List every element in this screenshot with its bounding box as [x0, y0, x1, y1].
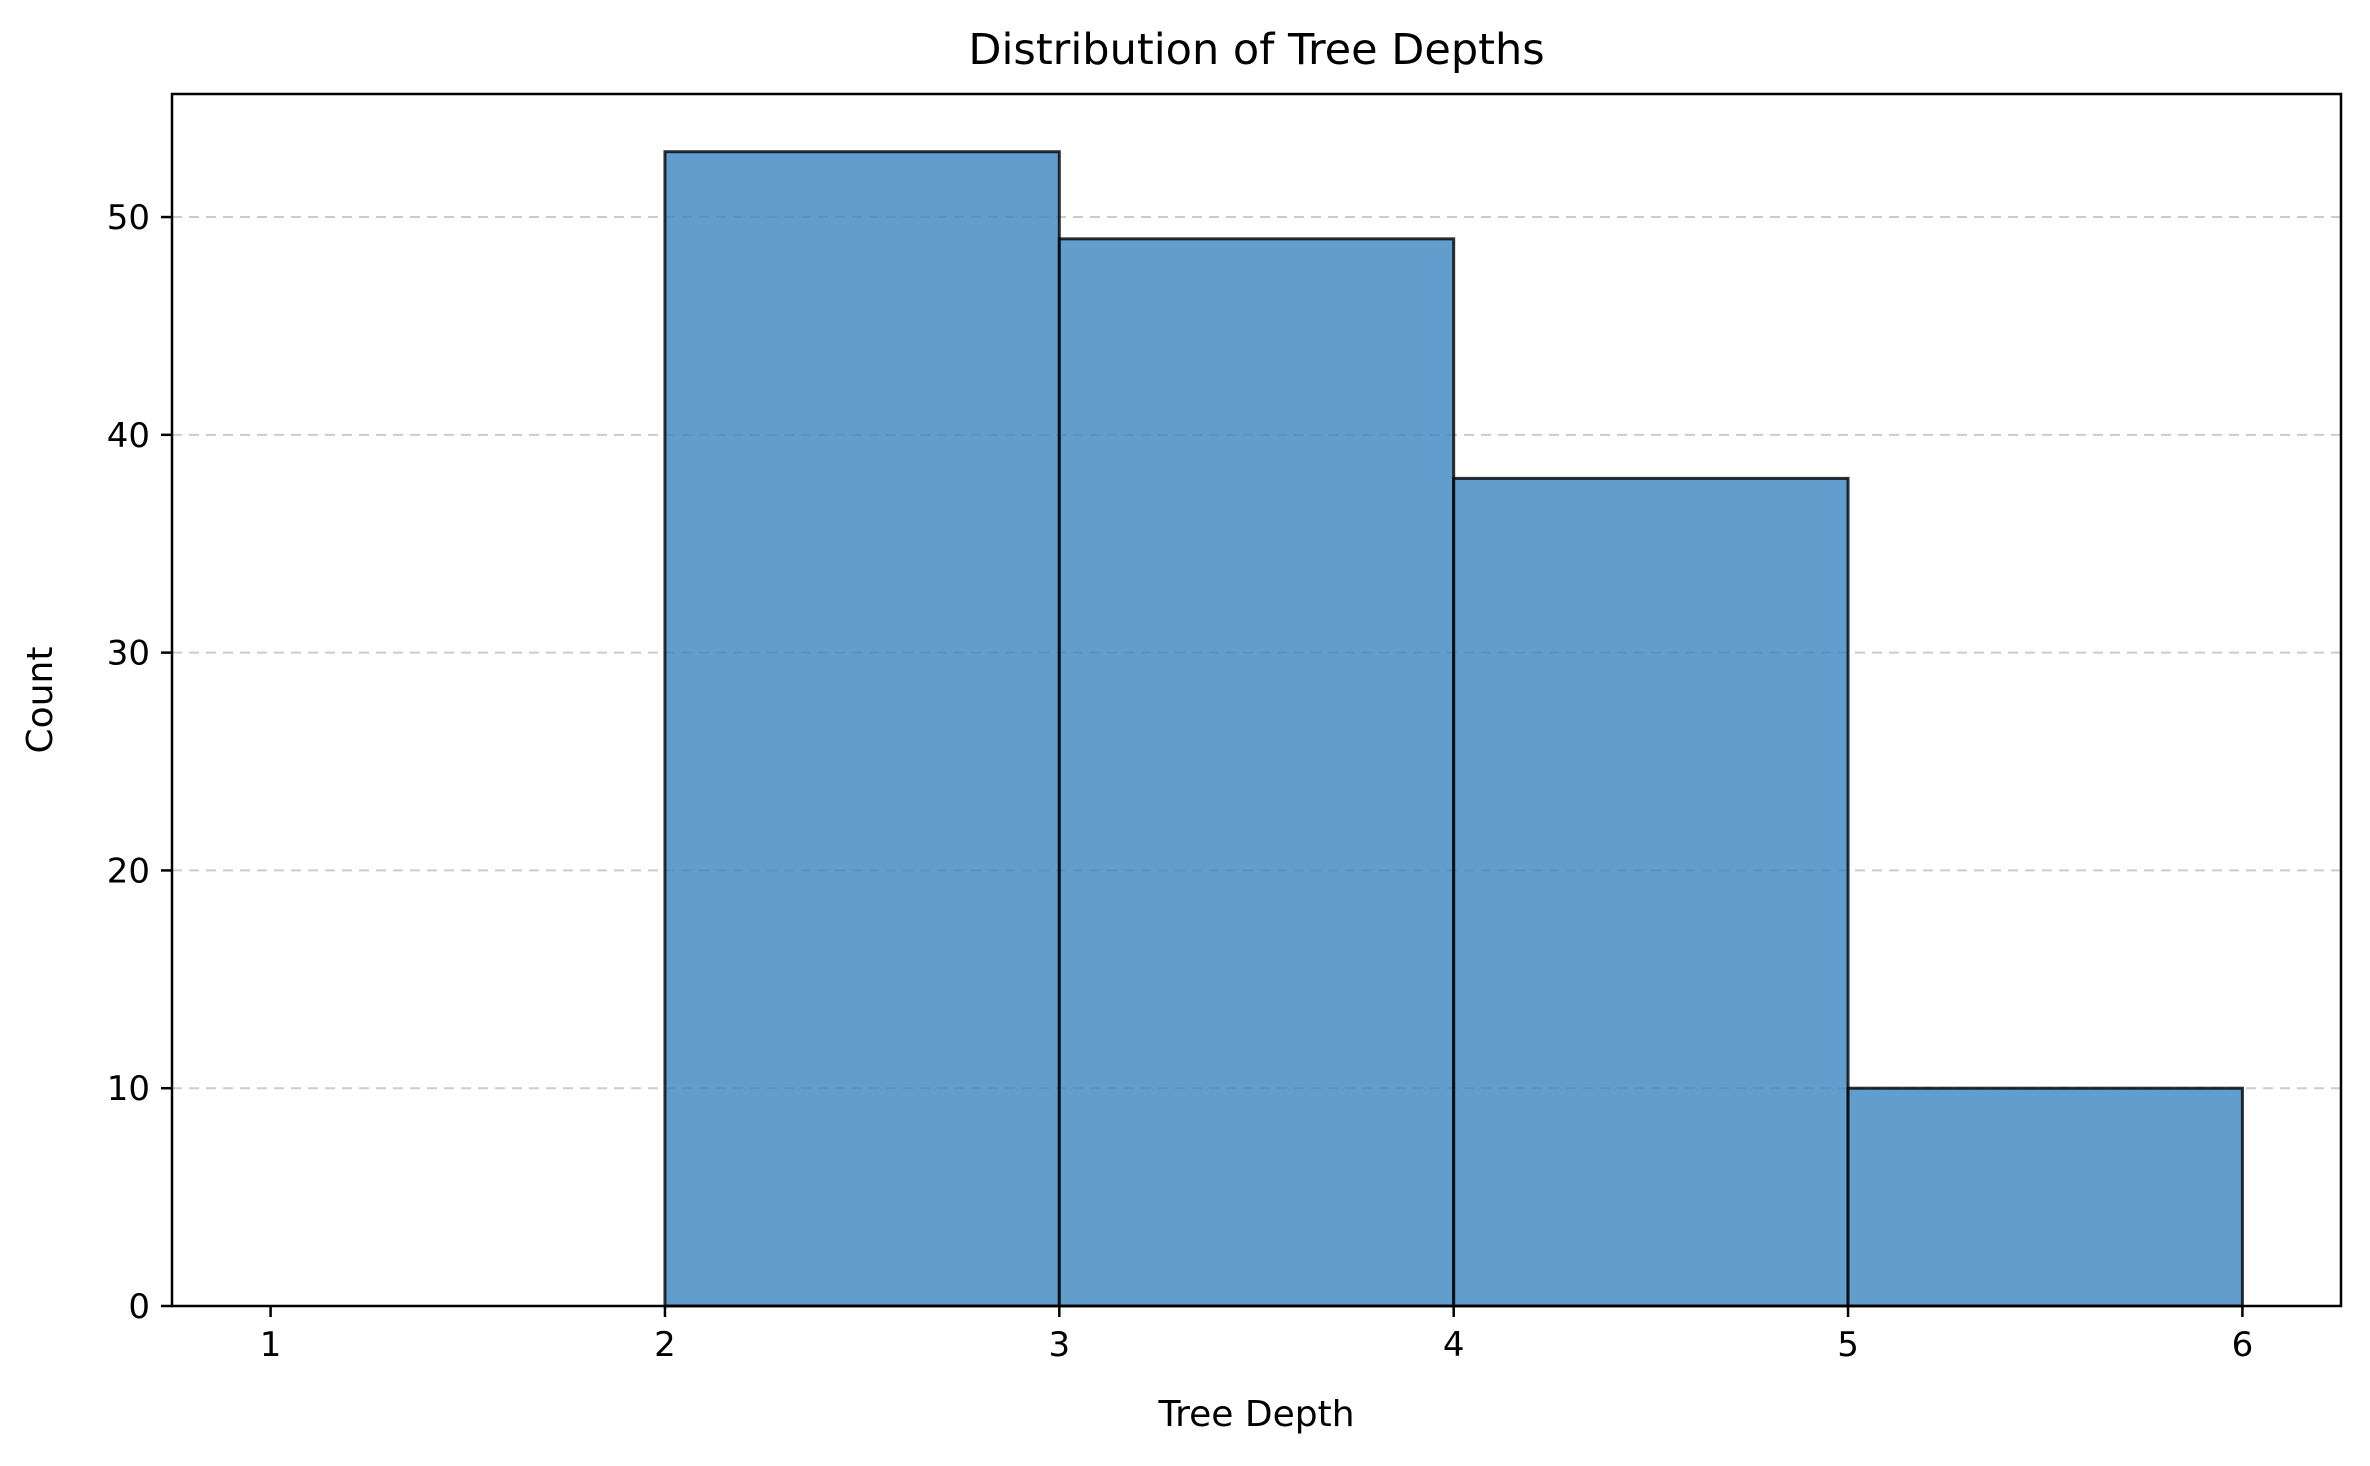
y-tick-label: 20: [107, 851, 150, 891]
y-tick-label: 0: [128, 1287, 150, 1327]
plot-frame: [170, 92, 2343, 1308]
histogram-bar: [663, 150, 1061, 1308]
x-axis-ticks: 1 2 3 4 5 6: [260, 1306, 2253, 1365]
y-axis-label: Count: [20, 647, 61, 754]
x-tick-label: 3: [1048, 1325, 1070, 1365]
x-tick-label: 5: [1837, 1325, 1859, 1365]
y-axis-ticks: 0 10 20 30 40 50: [107, 198, 172, 1327]
chart-title: Distribution of Tree Depths: [968, 25, 1544, 75]
y-tick-label: 40: [107, 416, 150, 456]
histogram-bar: [1057, 237, 1456, 1308]
x-tick-label: 6: [2232, 1325, 2254, 1365]
y-tick-label: 50: [107, 198, 150, 238]
histogram-bar: [1846, 1086, 2244, 1308]
y-tick-label: 30: [107, 634, 150, 674]
histogram-bar: [1452, 476, 1850, 1308]
x-axis-label: Tree Depth: [1157, 1394, 1354, 1435]
x-tick-label: 2: [654, 1325, 676, 1365]
x-tick-label: 1: [260, 1325, 282, 1365]
histogram-bars: [663, 150, 2244, 1308]
y-tick-label: 10: [107, 1069, 150, 1109]
x-tick-label: 4: [1443, 1325, 1465, 1365]
